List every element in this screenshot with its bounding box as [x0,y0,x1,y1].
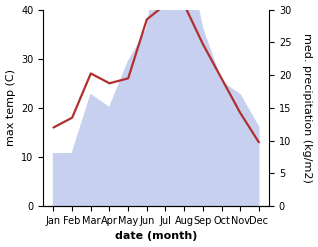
Y-axis label: max temp (C): max temp (C) [5,69,16,146]
Y-axis label: med. precipitation (kg/m2): med. precipitation (kg/m2) [302,33,313,183]
X-axis label: date (month): date (month) [115,231,197,242]
